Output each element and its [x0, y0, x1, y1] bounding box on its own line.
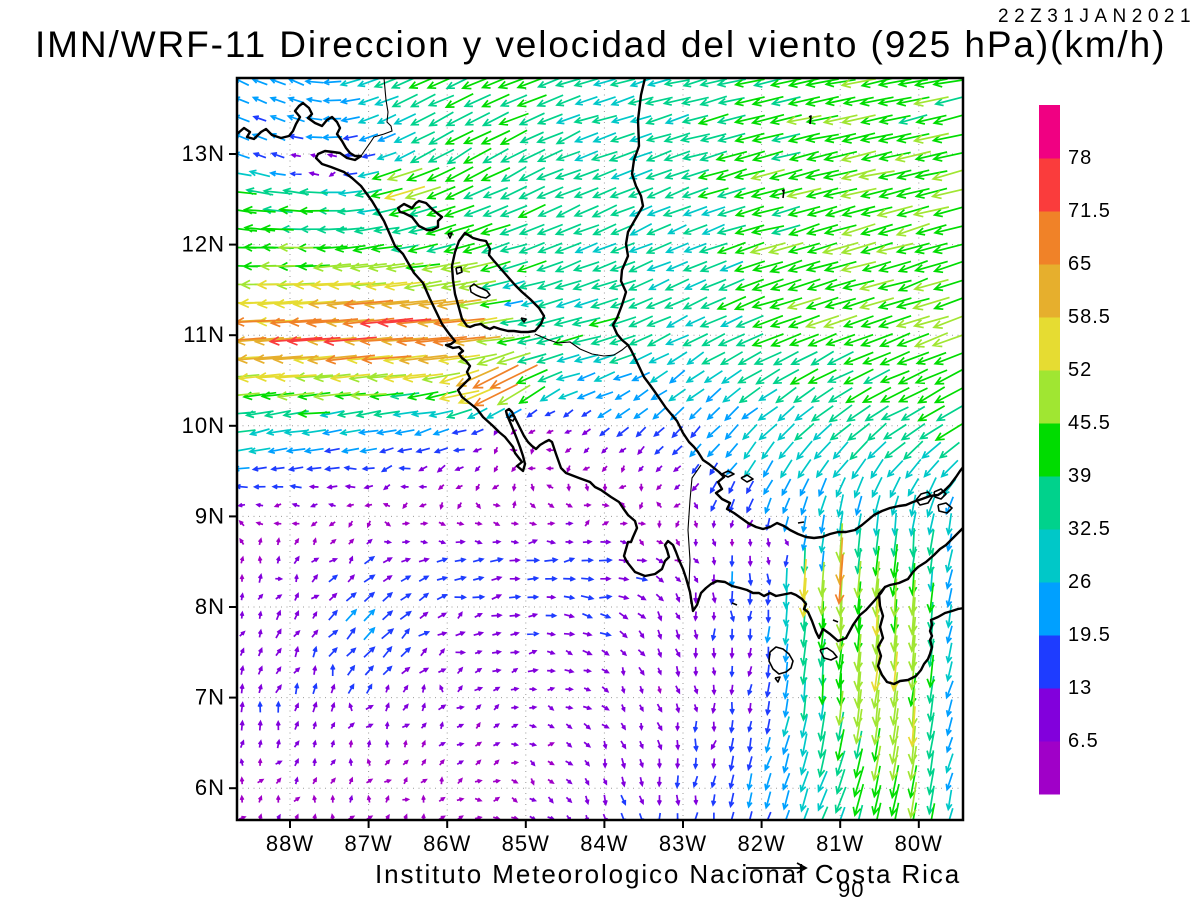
svg-text:83W: 83W	[659, 831, 707, 856]
svg-text:IMN/WRF-11 Direccion y velocid: IMN/WRF-11 Direccion y velocidad del vie…	[35, 24, 1166, 65]
svg-text:65: 65	[1068, 253, 1092, 275]
svg-text:78: 78	[1068, 147, 1092, 169]
svg-text:52: 52	[1068, 359, 1092, 381]
svg-text:10N: 10N	[182, 413, 225, 438]
svg-text:88W: 88W	[266, 831, 314, 856]
svg-text:87W: 87W	[344, 831, 392, 856]
svg-text:9N: 9N	[195, 503, 225, 528]
svg-text:32.5: 32.5	[1068, 518, 1111, 540]
svg-text:19.5: 19.5	[1068, 624, 1111, 646]
svg-text:71.5: 71.5	[1068, 200, 1111, 222]
svg-text:13N: 13N	[182, 141, 225, 166]
svg-text:13: 13	[1068, 677, 1092, 699]
svg-text:90: 90	[838, 877, 864, 900]
svg-text:45.5: 45.5	[1068, 412, 1111, 434]
svg-text:6.5: 6.5	[1068, 730, 1099, 752]
svg-text:26: 26	[1068, 571, 1092, 593]
svg-text:58.5: 58.5	[1068, 306, 1111, 328]
svg-text:7N: 7N	[195, 685, 225, 710]
svg-text:86W: 86W	[423, 831, 471, 856]
svg-text:84W: 84W	[580, 831, 628, 856]
svg-text:85W: 85W	[502, 831, 550, 856]
svg-text:39: 39	[1068, 465, 1092, 487]
svg-text:6N: 6N	[195, 775, 225, 800]
svg-text:Instituto Meteorologico Nacion: Instituto Meteorologico Nacional Costa R…	[375, 859, 961, 889]
svg-text:82W: 82W	[737, 831, 785, 856]
svg-text:11N: 11N	[183, 322, 225, 347]
svg-text:81W: 81W	[816, 831, 864, 856]
svg-text:12N: 12N	[182, 232, 225, 257]
svg-text:80W: 80W	[895, 831, 943, 856]
svg-text:22Z31JAN2021: 22Z31JAN2021	[998, 6, 1196, 27]
svg-text:8N: 8N	[195, 594, 225, 619]
